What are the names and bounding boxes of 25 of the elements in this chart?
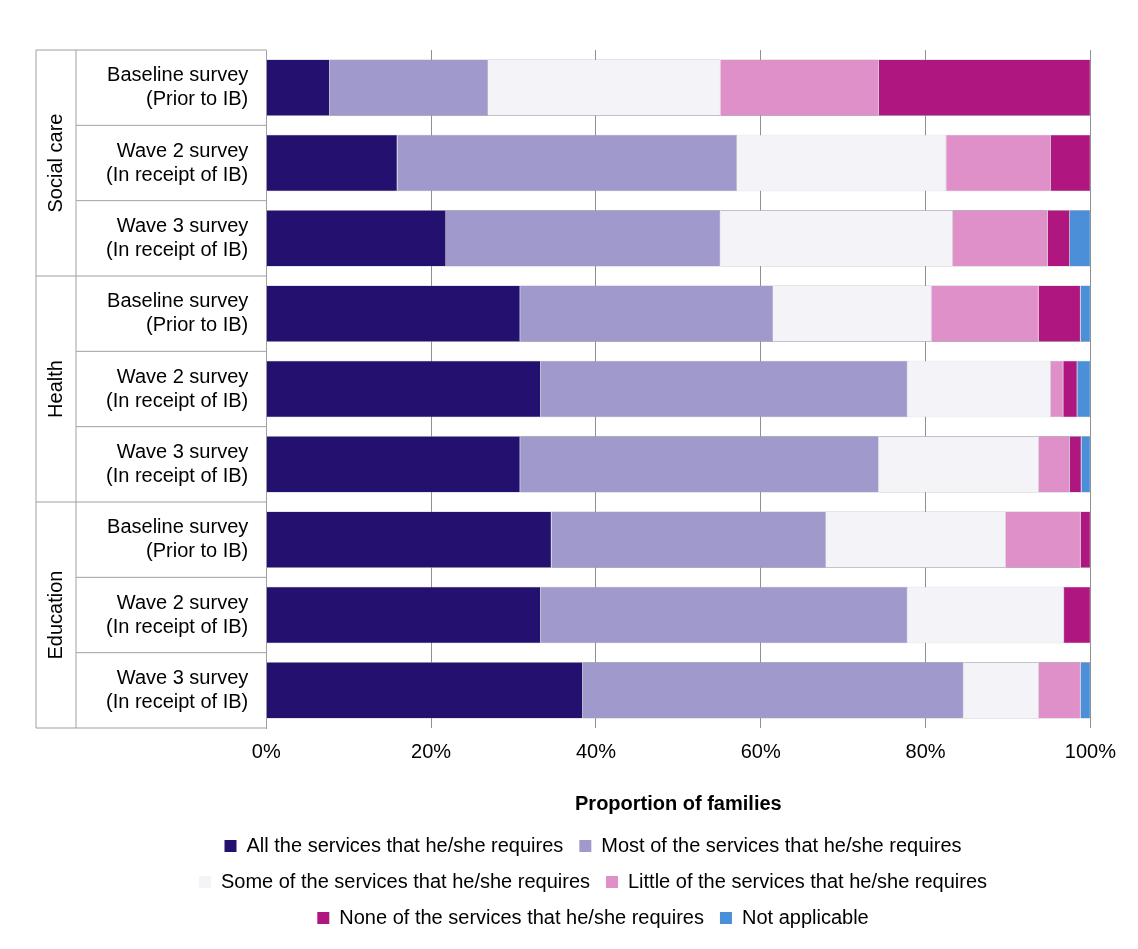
x-tick-label: 20% [411,739,452,762]
x-tick-label: 0% [251,739,281,762]
legend-label: Some of the services that he/she requires [220,869,591,892]
text: Health [43,360,66,418]
legend-label: Little of the services that he/she requires [628,869,988,892]
legend-label: Most of the services that he/she requires [601,833,962,856]
y-tick-label: Baseline survey (Prior to IB) [107,515,249,562]
text: Social care [43,113,66,213]
y-tick-label: Wave 2 survey (In receipt of IB) [105,590,249,637]
text: Education [43,570,66,660]
legend-label: Not applicable [741,905,869,928]
x-tick-label: 100% [1064,739,1117,762]
y-tick-label: Baseline survey (Prior to IB) [107,289,249,336]
x-axis-title: Proportion of families [575,791,782,814]
y-tick-label: Wave 3 survey (In receipt of IB) [105,213,249,260]
x-tick-label: 80% [905,739,946,762]
y-tick-label: Wave 2 survey (In receipt of IB) [105,364,249,411]
y-tick-label: Wave 2 survey (In receipt of IB) [105,138,249,185]
x-tick-label: 40% [575,739,617,762]
y-tick-label: Wave 3 survey (In receipt of IB) [105,439,249,486]
y-tick-label: Baseline survey (Prior to IB) [107,63,249,110]
y-tick-label: Wave 3 survey (In receipt of IB) [105,665,249,712]
x-tick-label: 60% [740,739,781,762]
legend-label: None of the services that he/she requires [339,905,704,928]
legend-label: All the services that he/she requires [246,833,564,856]
